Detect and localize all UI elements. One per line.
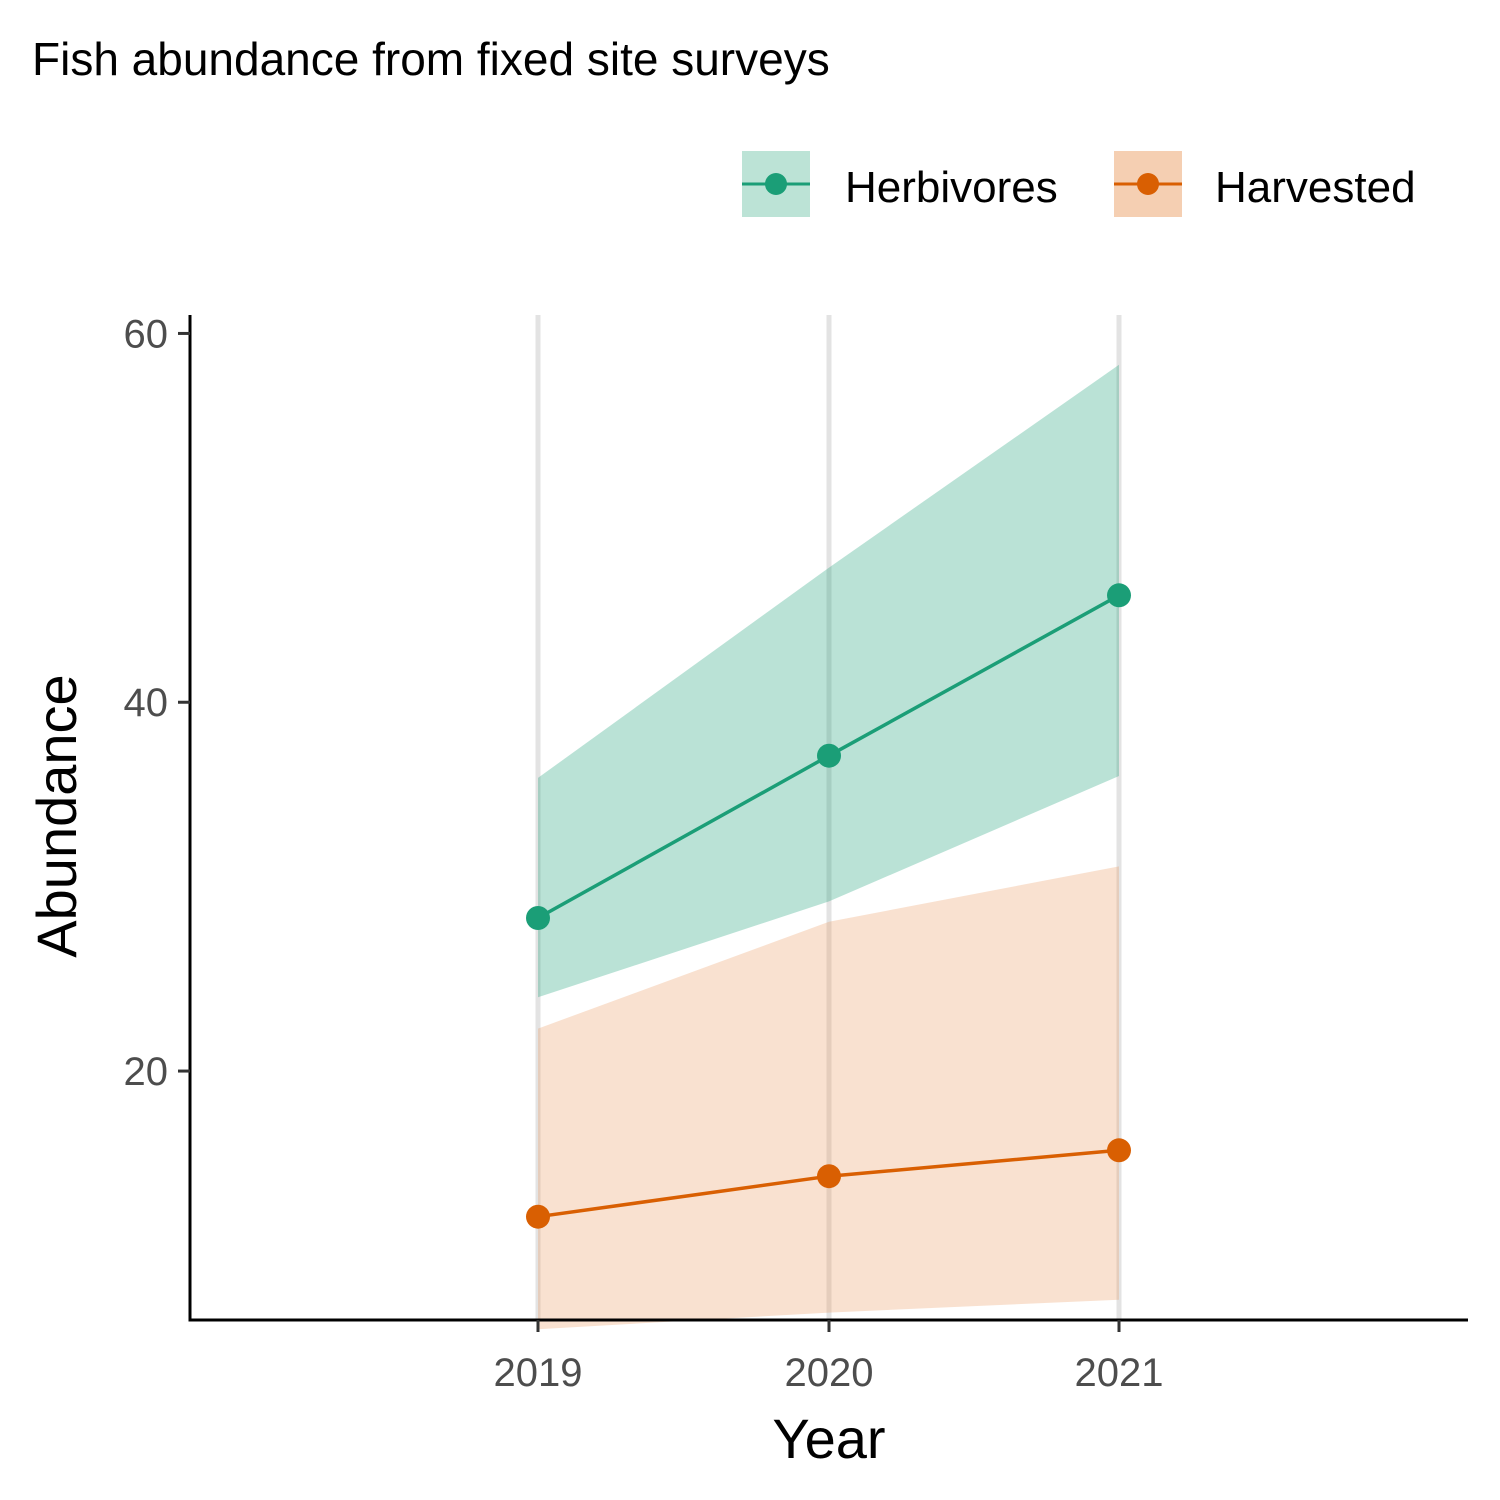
x-tick-label-2021: 2021	[1075, 1351, 1164, 1395]
point-herbivores-2019	[526, 906, 550, 930]
ribbon-herbivores	[538, 364, 1119, 998]
point-harvested-2020	[817, 1164, 841, 1189]
y-tick-label-20: 20	[124, 1050, 169, 1094]
x-tick-label-2020: 2020	[785, 1351, 874, 1395]
x-tick-label-2019: 2019	[494, 1351, 583, 1395]
y-tick-label-60: 60	[124, 312, 169, 356]
legend-key-herbivores-point	[765, 173, 787, 195]
point-harvested-2019	[526, 1204, 550, 1229]
y-tick-label-40: 40	[124, 681, 169, 725]
y-axis-title: Abundance	[25, 674, 88, 957]
legend-label-harvested: Harvested	[1215, 163, 1416, 212]
ribbon-harvested	[538, 866, 1119, 1330]
point-herbivores-2021	[1107, 583, 1131, 608]
axes: 20 40 60 2019 2020 2021	[124, 312, 1468, 1395]
confidence-ribbons	[538, 364, 1119, 1330]
series-lines	[526, 583, 1131, 1229]
x-axis-title: Year	[772, 1407, 885, 1470]
chart-title: Fish abundance from fixed site surveys	[32, 33, 830, 85]
legend-label-herbivores: Herbivores	[845, 163, 1058, 212]
legend-key-harvested-point	[1137, 173, 1159, 195]
point-harvested-2021	[1107, 1138, 1131, 1163]
legend: Herbivores Harvested	[742, 151, 1416, 217]
point-herbivores-2020	[817, 743, 841, 768]
